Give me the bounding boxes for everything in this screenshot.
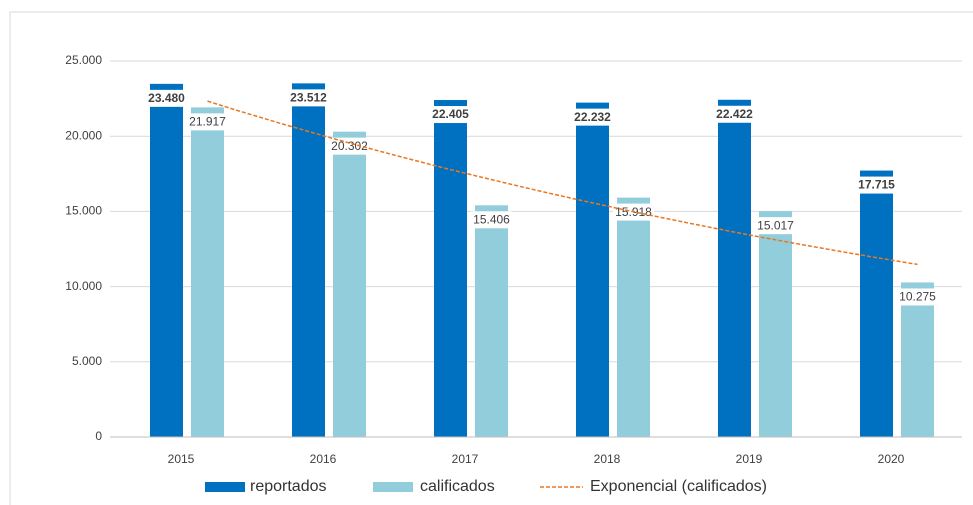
- label-bg: [755, 217, 796, 235]
- value-label: 23.512: [290, 91, 327, 105]
- x-tick-label: 2020: [878, 452, 905, 466]
- legend-swatch: [205, 482, 245, 492]
- label-bg: [471, 211, 512, 229]
- label-bg: [288, 89, 329, 107]
- y-tick-label: 15.000: [65, 204, 102, 218]
- bar: [333, 131, 366, 438]
- y-tick-label: 20.000: [65, 128, 102, 142]
- y-tick-label: 5.000: [72, 354, 102, 368]
- bar: [576, 102, 609, 437]
- bar: [475, 205, 508, 437]
- x-tick-label: 2018: [594, 452, 621, 466]
- value-label: 22.422: [716, 107, 753, 121]
- x-tick-label: 2019: [736, 452, 763, 466]
- bar: [901, 282, 934, 437]
- legend-text: reportados: [250, 478, 327, 495]
- value-label: 17.715: [858, 178, 895, 192]
- value-label: 15.406: [473, 212, 510, 226]
- value-label: 22.405: [432, 107, 469, 121]
- bar: [292, 83, 325, 437]
- label-bg: [329, 137, 370, 155]
- value-label: 20.302: [331, 139, 368, 153]
- y-tick-label: 25.000: [65, 53, 102, 67]
- bar: [759, 211, 792, 437]
- y-tick-label: 10.000: [65, 279, 102, 293]
- value-label: 15.017: [757, 218, 794, 232]
- bar: [860, 170, 893, 437]
- x-tick-label: 2015: [168, 452, 195, 466]
- y-tick-label: 0: [95, 429, 102, 443]
- label-bg: [856, 176, 897, 194]
- bar: [617, 197, 650, 437]
- trendline: [207, 100, 918, 266]
- value-label: 10.275: [899, 290, 936, 304]
- bar: [718, 99, 751, 437]
- bar: [191, 107, 224, 437]
- value-label: 22.232: [574, 110, 611, 124]
- chart-frame: [9, 11, 973, 505]
- label-bg: [146, 89, 187, 107]
- legend-text: Exponencial (calificados): [590, 478, 767, 495]
- value-label: 21.917: [189, 115, 226, 129]
- x-tick-label: 2017: [452, 452, 479, 466]
- label-bg: [430, 106, 471, 124]
- legend-text: calificados: [420, 478, 495, 495]
- legend-swatch: [373, 482, 413, 492]
- label-bg: [897, 288, 938, 306]
- value-label: 23.480: [148, 91, 185, 105]
- x-tick-label: 2016: [310, 452, 337, 466]
- label-bg: [187, 113, 228, 131]
- label-bg: [572, 108, 613, 126]
- bar: [150, 83, 183, 437]
- label-bg: [714, 105, 755, 123]
- bar: [434, 100, 467, 437]
